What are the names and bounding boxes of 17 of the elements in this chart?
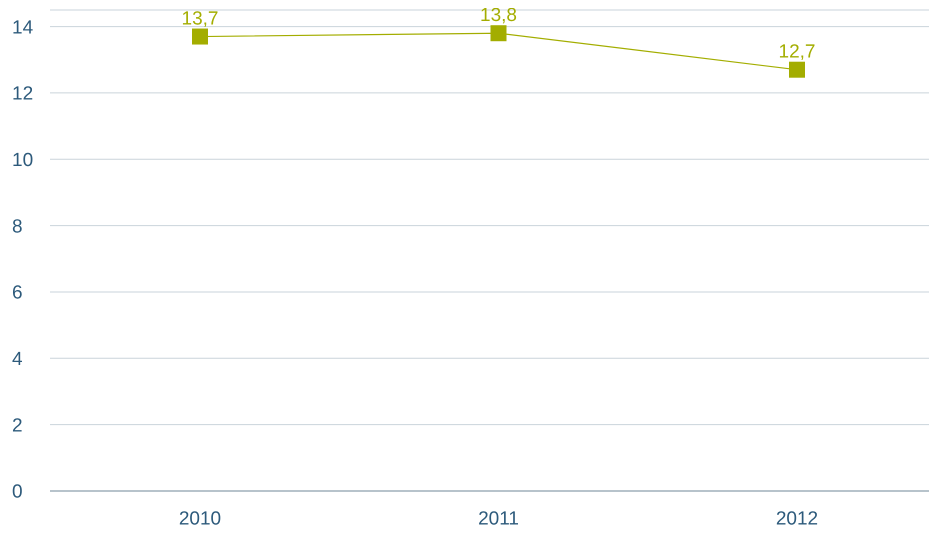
y-tick-label: 0 bbox=[12, 482, 23, 503]
point bbox=[192, 28, 208, 45]
y-tick-label: 8 bbox=[12, 216, 23, 238]
point bbox=[490, 25, 506, 42]
y-tick-label: 12 bbox=[12, 84, 34, 105]
x-tick-label: 2012 bbox=[776, 508, 818, 530]
data-label: 12,7 bbox=[778, 42, 816, 63]
y-tick-label: 10 bbox=[12, 150, 34, 172]
y-tick-label: 14 bbox=[12, 17, 34, 38]
data-label: 13,7 bbox=[182, 8, 218, 30]
y-tick-label: 2 bbox=[12, 415, 23, 436]
point bbox=[789, 62, 805, 78]
x-tick-label: 2010 bbox=[178, 508, 222, 530]
y-tick-label: 6 bbox=[12, 282, 23, 304]
data-label: 13,8 bbox=[480, 5, 517, 26]
x-tick-label: 2011 bbox=[478, 508, 519, 530]
y-tick-label: 4 bbox=[12, 349, 23, 370]
